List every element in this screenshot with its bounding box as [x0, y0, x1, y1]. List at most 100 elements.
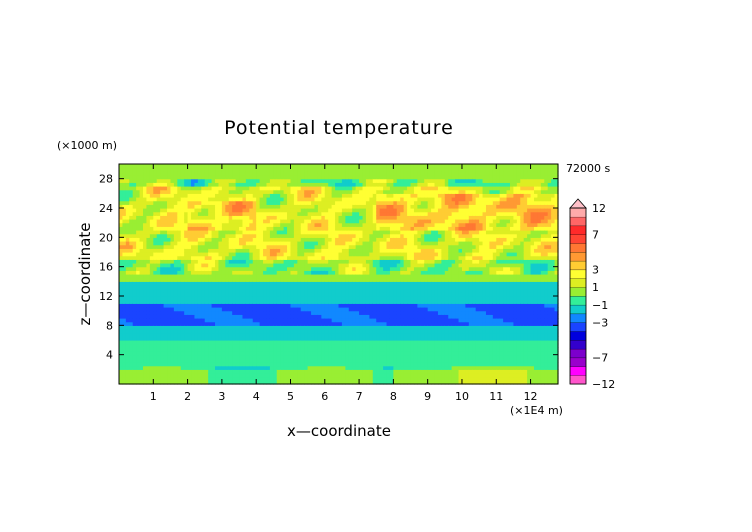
field-cell [129, 175, 134, 180]
field-cell [149, 186, 154, 191]
field-cell [383, 329, 388, 334]
field-cell [276, 292, 281, 297]
field-cell [173, 189, 178, 194]
field-cell [341, 248, 346, 253]
field-cell [376, 307, 381, 312]
field-cell [197, 285, 202, 290]
field-cell [242, 358, 247, 363]
field-cell [341, 362, 346, 367]
field-cell [324, 226, 329, 231]
field-cell [290, 303, 295, 308]
field-cell [208, 233, 213, 238]
field-cell [372, 277, 377, 282]
field-cell [184, 281, 189, 286]
field-cell [235, 332, 240, 337]
field-cell [249, 365, 254, 370]
field-cell [376, 354, 381, 359]
field-cell [160, 354, 165, 359]
field-cell [167, 200, 172, 205]
field-cell [359, 325, 364, 330]
field-cell [125, 189, 130, 194]
field-cell [331, 189, 336, 194]
field-cell [369, 365, 374, 370]
field-cell [170, 340, 175, 345]
field-cell [321, 219, 326, 224]
field-cell [177, 380, 182, 385]
field-cell [225, 248, 230, 253]
field-cell [259, 307, 264, 312]
field-cell [280, 354, 285, 359]
field-cell [338, 252, 343, 257]
field-cell [136, 171, 141, 176]
field-cell [379, 281, 384, 286]
field-cell [352, 329, 357, 334]
field-cell [293, 197, 298, 202]
field-cell [297, 189, 302, 194]
field-cell [304, 296, 309, 301]
field-cell [352, 204, 357, 209]
field-cell [173, 340, 178, 345]
field-cell [146, 321, 151, 326]
field-cell [311, 351, 316, 356]
field-cell [211, 178, 216, 183]
field-cell [389, 226, 394, 231]
field-cell [400, 252, 405, 257]
field-cell [396, 303, 401, 308]
field-cell [201, 167, 206, 172]
field-cell [125, 373, 130, 378]
field-cell [249, 358, 254, 363]
field-cell [293, 369, 298, 374]
field-cell [215, 358, 220, 363]
field-cell [136, 358, 141, 363]
field-cell [173, 259, 178, 264]
field-cell [256, 211, 261, 216]
field-cell [365, 351, 370, 356]
field-cell [153, 321, 158, 326]
field-cell [287, 204, 292, 209]
field-cell [348, 314, 353, 319]
field-cell [160, 307, 165, 312]
field-cell [156, 365, 161, 370]
field-cell [225, 336, 230, 341]
field-cell [386, 211, 391, 216]
field-cell [359, 274, 364, 279]
field-cell [228, 310, 233, 315]
field-cell [389, 376, 394, 381]
field-cell [204, 296, 209, 301]
field-cell [335, 197, 340, 202]
field-cell [293, 182, 298, 187]
field-cell [132, 208, 137, 213]
field-cell [156, 358, 161, 363]
field-cell [242, 255, 247, 260]
field-cell [119, 347, 124, 352]
field-cell [191, 164, 196, 169]
field-cell [355, 288, 360, 293]
field-cell [400, 200, 405, 205]
field-cell [170, 270, 175, 275]
field-cell [187, 288, 192, 293]
field-cell [400, 241, 405, 246]
field-cell [242, 197, 247, 202]
field-cell [146, 288, 151, 293]
field-cell [263, 329, 268, 334]
field-cell [280, 171, 285, 176]
field-cell [311, 329, 316, 334]
field-cell [225, 263, 230, 268]
field-cell [396, 171, 401, 176]
field-cell [365, 270, 370, 275]
field-cell [221, 380, 226, 385]
field-cell [263, 193, 268, 198]
field-cell [146, 164, 151, 169]
field-cell [396, 358, 401, 363]
field-cell [362, 189, 367, 194]
field-cell [369, 358, 374, 363]
field-cell [383, 285, 388, 290]
field-cell [204, 314, 209, 319]
field-cell [338, 222, 343, 227]
field-cell [283, 171, 288, 176]
field-cell [146, 193, 151, 198]
field-cell [215, 292, 220, 297]
field-cell [331, 193, 336, 198]
field-cell [372, 318, 377, 323]
field-cell [215, 299, 220, 304]
